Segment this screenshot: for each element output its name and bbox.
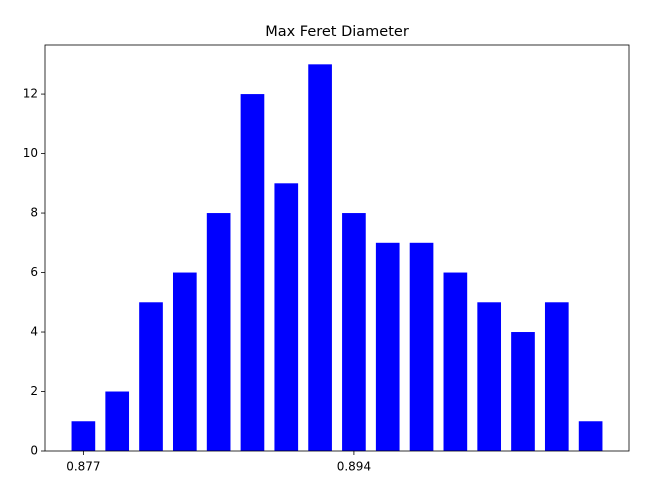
bar xyxy=(544,302,569,451)
y-tick-label: 2 xyxy=(30,384,38,398)
bar xyxy=(240,94,265,452)
bar xyxy=(578,421,603,451)
bar xyxy=(71,421,96,451)
bar xyxy=(375,242,400,451)
bar xyxy=(477,302,502,451)
bar xyxy=(206,213,231,451)
chart-title: Max Feret Diameter xyxy=(265,24,409,40)
x-tick-label: 0.877 xyxy=(66,460,100,474)
bar xyxy=(342,213,366,451)
bar xyxy=(105,391,130,451)
plot-frame xyxy=(44,44,630,452)
y-tick-label: 4 xyxy=(30,325,38,339)
bar xyxy=(409,242,434,451)
bar xyxy=(172,272,197,451)
y-tick-label: 12 xyxy=(23,87,38,101)
y-tick-label: 0 xyxy=(30,444,38,458)
bar xyxy=(274,183,299,452)
bar xyxy=(308,64,332,451)
bar xyxy=(443,272,468,451)
y-tick-label: 8 xyxy=(30,206,38,220)
y-tick-label: 10 xyxy=(23,146,38,160)
y-tick-label: 6 xyxy=(30,265,38,279)
x-tick-label: 0.894 xyxy=(337,460,371,474)
bar xyxy=(511,332,535,451)
bar xyxy=(139,302,163,451)
